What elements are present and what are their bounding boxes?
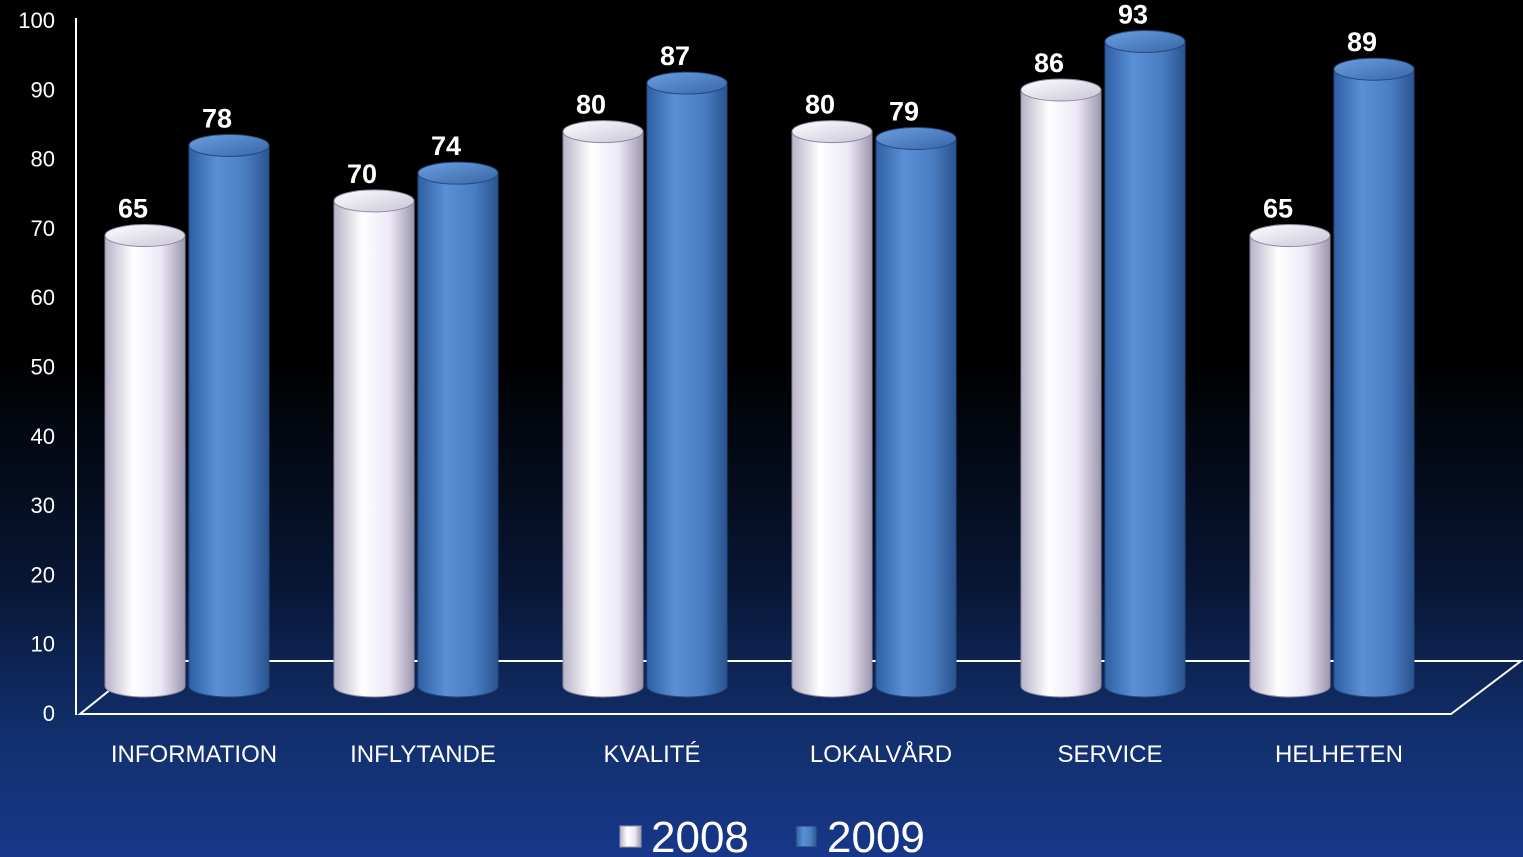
bar-2009-inflytande [417,161,499,698]
bar-body [562,131,644,698]
bar-top [646,71,728,95]
bar-body [333,200,415,698]
bar-top [791,120,873,144]
y-tick-label: 40 [31,424,55,449]
bar-top [417,161,499,185]
data-label: 65 [118,194,148,224]
bar-body [1104,41,1186,698]
bar-top [1249,224,1331,248]
category-label: KVALITÉ [604,741,701,768]
bar-2008-lokalvård [791,120,873,698]
y-tick-label: 30 [31,493,55,518]
data-labels: 65 78 70 74 80 87 80 79 86 93 65 89 [118,0,1377,224]
bar-2008-inflytande [333,189,415,698]
legend-swatch [795,825,818,848]
data-label: 87 [660,41,690,71]
data-label: 74 [431,131,461,161]
y-axis-ticks: 0 10 20 30 40 50 60 70 80 90 100 [18,8,55,726]
y-tick-label: 0 [43,701,55,726]
bar-body [417,172,499,698]
data-label: 80 [805,90,835,120]
bar-top [1333,57,1415,81]
bar-body [1333,68,1415,698]
bar-2008-kvalité [562,120,644,698]
bar-body [1020,89,1102,698]
legend-label: 2008 [651,813,749,857]
y-tick-label: 80 [31,147,55,172]
y-tick-label: 20 [31,562,55,587]
y-tick-label: 70 [31,216,55,241]
bar-2009-helheten [1333,57,1415,698]
y-tick-label: 100 [18,8,55,33]
y-tick-label: 60 [31,285,55,310]
legend-label: 2009 [827,813,925,857]
bar-top [1104,30,1186,54]
bar-2009-kvalité [646,71,728,698]
bar-top [875,127,957,151]
legend-item-2008: 2008 [619,813,749,857]
data-label: 80 [576,90,606,120]
bar-body [104,235,186,698]
data-label: 78 [202,103,232,133]
data-label: 86 [1034,48,1064,78]
category-label: INFORMATION [111,741,277,768]
legend-item-2009: 2009 [795,813,925,857]
bar-2008-information [104,224,186,698]
bar-2009-lokalvård [875,127,957,698]
bar-body [791,131,873,698]
y-tick-label: 50 [31,355,55,380]
bar-top [333,189,415,213]
bar-body [875,138,957,698]
bar-2008-service [1020,78,1102,698]
bar-2009-information [188,133,270,698]
bar-top [104,224,186,248]
bar-top [562,120,644,144]
bar-top [1020,78,1102,102]
category-label: HELHETEN [1275,741,1403,768]
bar-top [188,133,270,157]
bar-body [188,144,270,698]
y-tick-label: 10 [31,632,55,657]
bar-series [104,30,1415,698]
data-label: 79 [889,97,919,127]
category-label: SERVICE [1058,741,1163,768]
y-tick-label: 90 [31,77,55,102]
category-label: INFLYTANDE [350,741,496,768]
category-labels: INFORMATION INFLYTANDE KVALITÉ LOKALVÅRD SER… [111,740,1403,768]
bar-2009-service [1104,30,1186,698]
legend: 2008 2009 [619,813,925,857]
data-label: 65 [1263,194,1293,224]
legend-swatch [619,825,642,848]
bar-body [646,82,728,698]
data-label: 89 [1347,27,1377,57]
bar-body [1249,235,1331,698]
data-label: 93 [1118,0,1148,30]
data-label: 70 [347,159,377,189]
category-label: LOKALVÅRD [810,740,952,768]
bar-2008-helheten [1249,224,1331,698]
